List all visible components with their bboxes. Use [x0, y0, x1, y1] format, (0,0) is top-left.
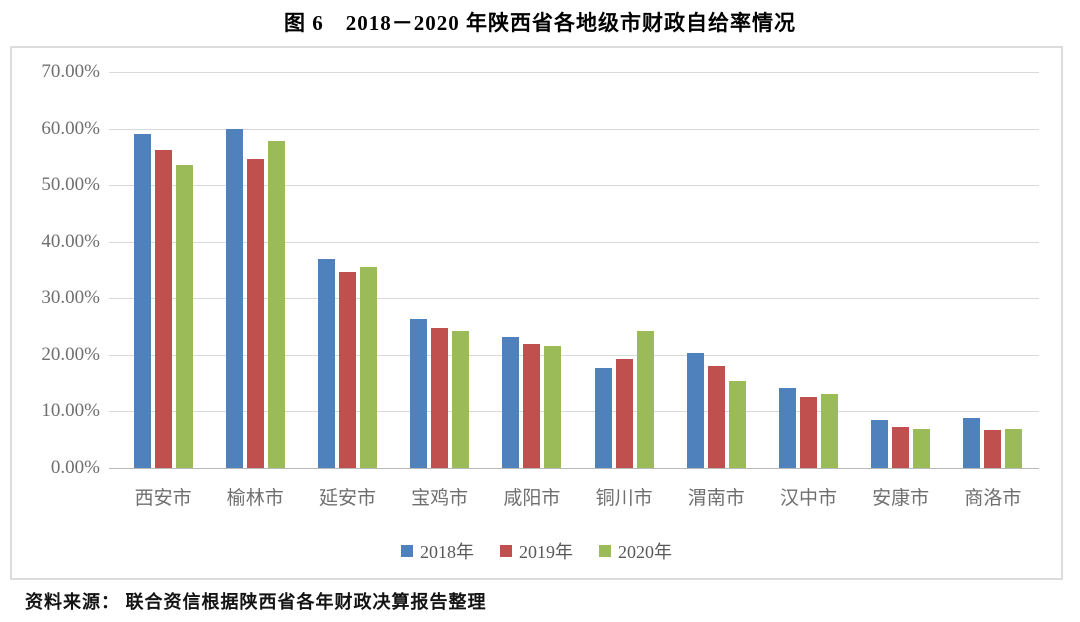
- bar-安康市-2018年: [871, 419, 889, 468]
- legend-item-2019年: 2019年: [500, 538, 573, 564]
- x-axis-labels: 西安市 榆林市 延安市 宝鸡市 咸阳市 铜川市 渭南市 汉中市 安康市 商洛市: [117, 483, 1039, 509]
- y-tick-label: 20.00%: [41, 343, 100, 365]
- bar-汉中市-2020年: [821, 393, 838, 468]
- gridline: [109, 298, 1039, 300]
- bar-西安市-2020年: [175, 164, 193, 468]
- legend-label: 2019年: [519, 542, 573, 562]
- bar-安康市-2019年: [892, 426, 910, 468]
- y-tick-label: 40.00%: [41, 230, 100, 252]
- bar-渭南市-2020年: [728, 380, 746, 468]
- bar-安康市-2020年: [913, 428, 931, 468]
- bar-渭南市-2018年: [686, 353, 704, 468]
- bar-商洛市-2018年: [963, 418, 981, 468]
- bars-layer: [117, 72, 1039, 468]
- x-axis-line: [109, 468, 1039, 469]
- bar-咸阳市-2018年: [502, 337, 520, 468]
- legend-swatch-2020年: [599, 545, 611, 557]
- legend-item-2018年: 2018年: [401, 538, 474, 564]
- legend-label: 2020年: [618, 542, 672, 562]
- x-tick-label: 商洛市: [964, 488, 1022, 509]
- bar-延安市-2020年: [360, 267, 377, 468]
- bar-汉中市-2019年: [800, 397, 817, 468]
- chart-legend: 2018年 2019年 2020年: [12, 538, 1061, 564]
- x-tick-label: 安康市: [872, 488, 930, 509]
- gridline: [109, 128, 1039, 130]
- bar-铜川市-2018年: [594, 367, 612, 468]
- bar-榆林市-2020年: [267, 141, 285, 468]
- x-tick-label: 西安市: [134, 488, 192, 509]
- chart-frame: 70.00% 60.00% 50.00% 40.00% 30.00% 20.00% 10.0…: [10, 46, 1063, 580]
- x-tick-label: 汉中市: [779, 488, 837, 509]
- x-tick-label: 延安市: [318, 488, 376, 509]
- bar-西安市-2019年: [154, 150, 172, 468]
- bar-渭南市-2019年: [707, 366, 725, 468]
- bar-榆林市-2018年: [225, 128, 243, 468]
- bar-延安市-2019年: [339, 271, 356, 468]
- legend-item-2020年: 2020年: [599, 538, 672, 564]
- y-tick-label: 60.00%: [41, 117, 100, 139]
- bar-咸阳市-2020年: [544, 345, 562, 468]
- legend-label: 2018年: [420, 542, 474, 562]
- bar-商洛市-2020年: [1005, 428, 1023, 468]
- bar-汉中市-2018年: [779, 387, 796, 468]
- y-tick-label: 70.00%: [41, 61, 100, 82]
- figure-title: 图 6 2018－2020 年陕西省各地级市财政自给率情况: [284, 11, 796, 35]
- gridline: [109, 241, 1039, 243]
- gridline: [109, 185, 1039, 187]
- bar-宝鸡市-2019年: [431, 328, 449, 468]
- y-tick-label: 10.00%: [41, 400, 100, 422]
- gridline: [109, 354, 1039, 356]
- x-tick-label: 榆林市: [226, 488, 284, 509]
- y-axis-labels: 70.00% 60.00% 50.00% 40.00% 30.00% 20.00% 10.0…: [12, 62, 100, 478]
- source-note: 资料来源： 联合资信根据陕西省各年财政决算报告整理: [25, 592, 487, 612]
- bar-宝鸡市-2018年: [410, 319, 428, 468]
- legend-swatch-2018年: [401, 545, 413, 557]
- gridline: [109, 72, 1039, 73]
- bar-宝鸡市-2020年: [452, 331, 470, 468]
- bar-铜川市-2019年: [615, 359, 633, 468]
- bar-延安市-2018年: [318, 258, 335, 468]
- bar-商洛市-2019年: [984, 430, 1002, 468]
- x-tick-label: 咸阳市: [503, 488, 561, 509]
- gridline: [109, 411, 1039, 413]
- bar-榆林市-2019年: [246, 159, 264, 468]
- x-tick-label: 宝鸡市: [411, 488, 469, 509]
- bar-西安市-2018年: [133, 133, 151, 468]
- bar-铜川市-2020年: [636, 331, 654, 468]
- x-tick-label: 渭南市: [687, 488, 745, 509]
- plot-area: 西安市 榆林市 延安市 宝鸡市 咸阳市 铜川市 渭南市 汉中市 安康市 商洛市: [109, 72, 1039, 509]
- legend-swatch-2019年: [500, 545, 512, 557]
- y-tick-label: 50.00%: [41, 174, 100, 196]
- bar-咸阳市-2019年: [523, 343, 541, 468]
- y-tick-label: 30.00%: [41, 287, 100, 309]
- y-tick-label: 0.00%: [50, 457, 100, 478]
- x-tick-label: 铜川市: [595, 488, 653, 509]
